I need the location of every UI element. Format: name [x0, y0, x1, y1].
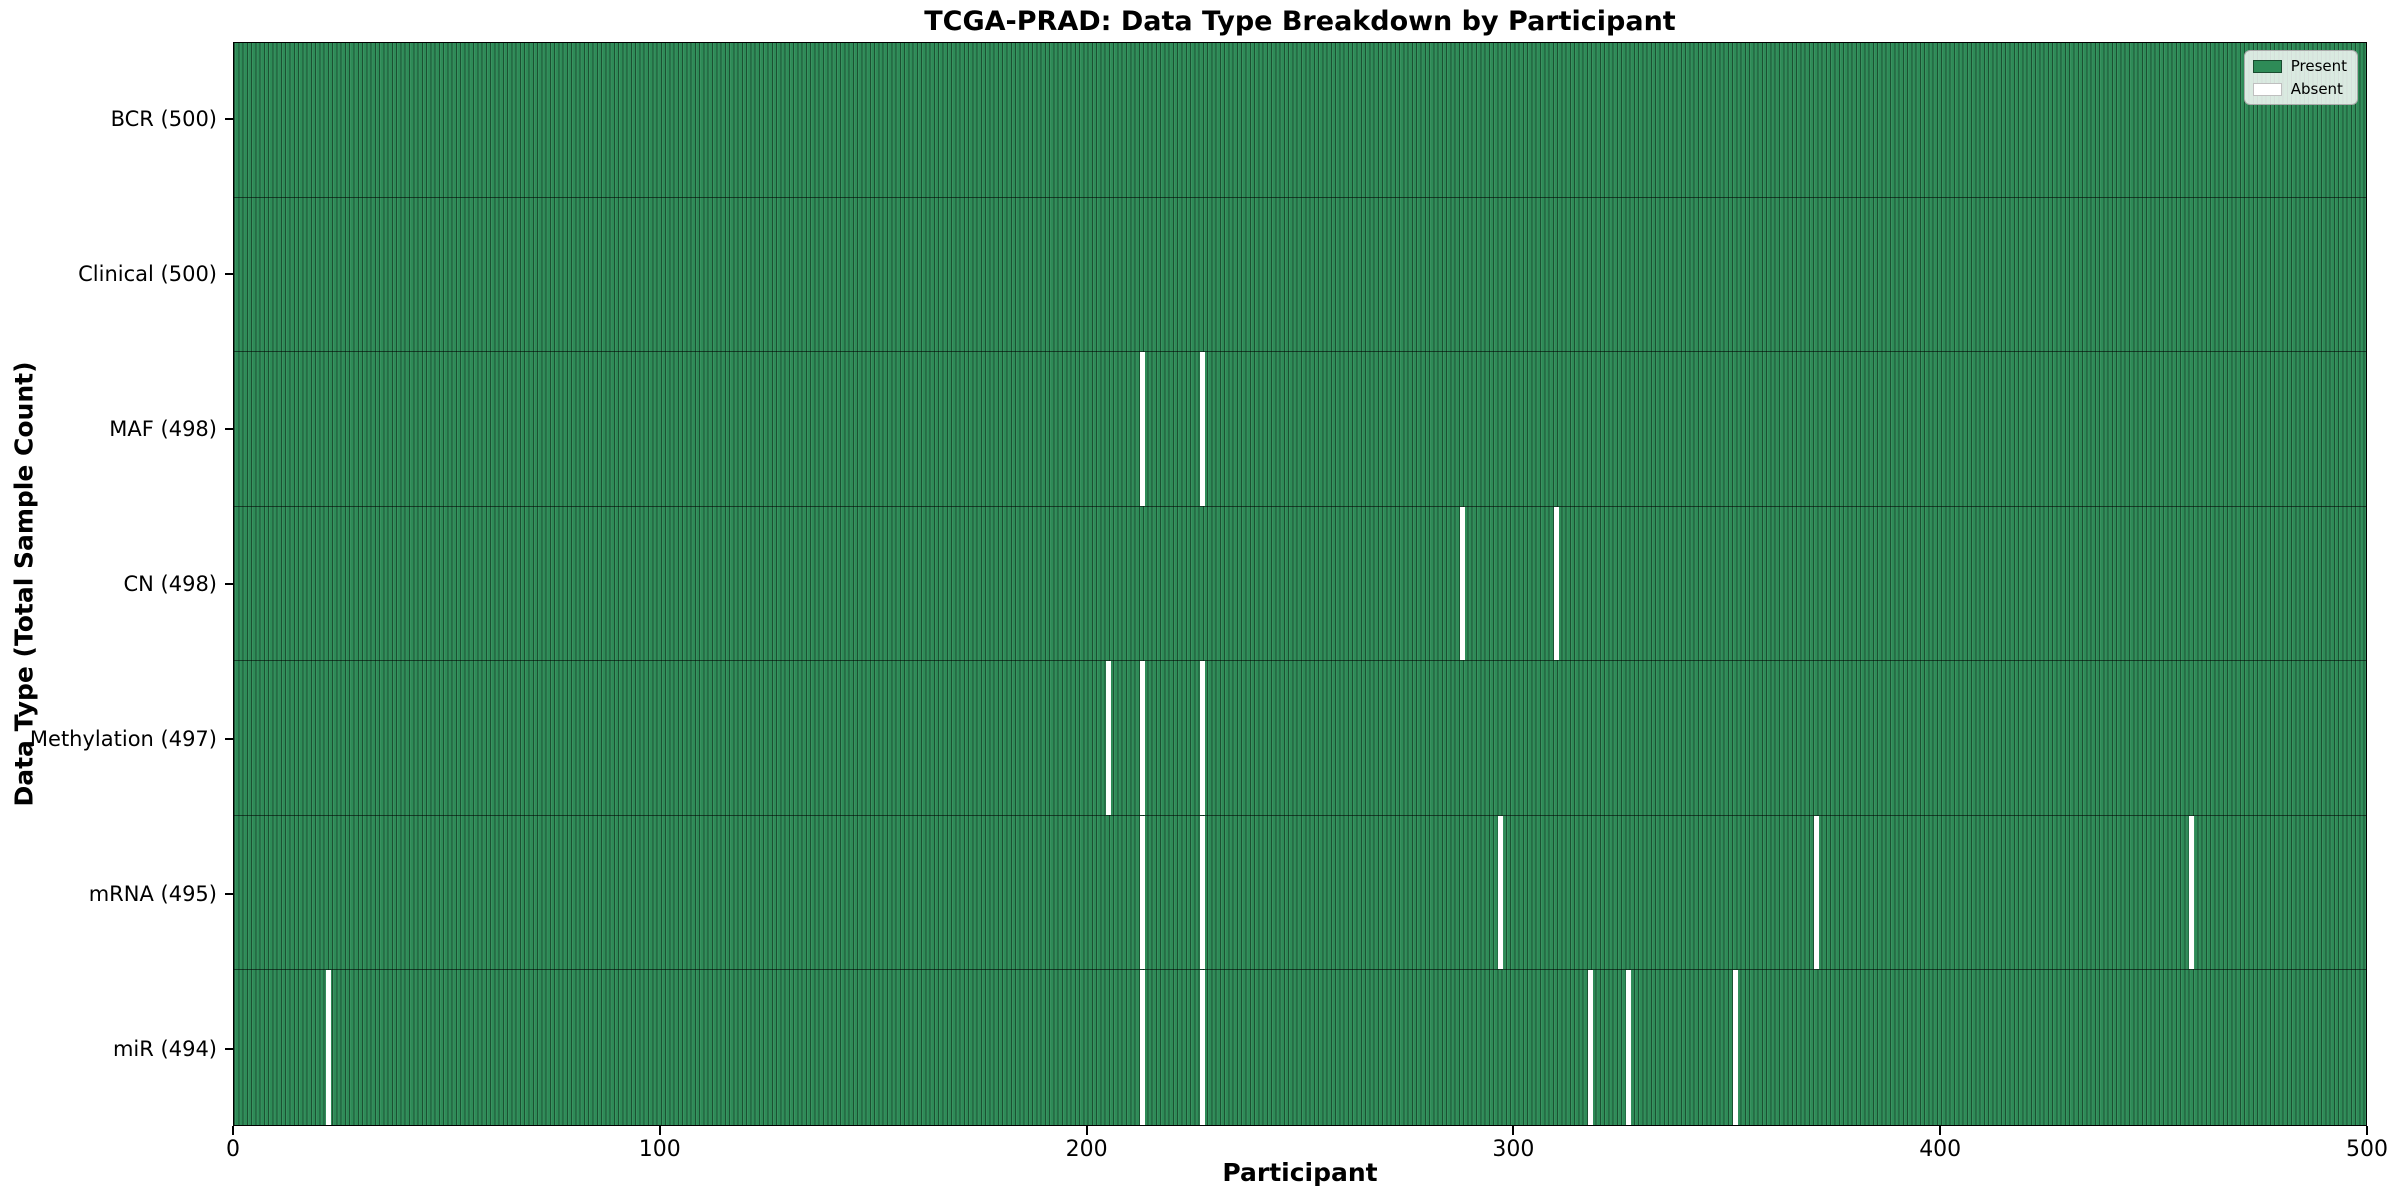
absent-marker — [1140, 661, 1146, 815]
absent-marker — [1199, 970, 1205, 1125]
y-tick-label-CN: CN (498) — [123, 572, 217, 596]
absent-marker — [2189, 815, 2195, 970]
absent-marker — [1553, 506, 1559, 661]
absent-marker — [1626, 970, 1632, 1125]
absent-marker — [1140, 352, 1146, 506]
absent-marker — [1813, 815, 1819, 970]
y-axis-ticks: BCR (500) Clinical (500) MAF (498) CN (498)… — [0, 42, 233, 1126]
present-swatch-icon — [2252, 59, 2282, 73]
y-tick-label-mRNA: mRNA (495) — [88, 881, 217, 906]
plot-area: Present Absent — [233, 42, 2367, 1126]
absent-marker — [1587, 970, 1593, 1125]
legend-label-present: Present — [2290, 57, 2347, 75]
absent-marker — [1199, 815, 1205, 970]
y-tick-label-Methylation: Methylation (497) — [29, 726, 217, 751]
absent-swatch-icon — [2252, 82, 2282, 96]
x-tick-label-500: 500 — [2346, 1137, 2388, 1162]
absent-marker — [325, 970, 331, 1125]
heatmap-row-miR — [234, 970, 2366, 1125]
y-tick-mark — [225, 428, 233, 431]
absent-marker — [1106, 661, 1112, 815]
x-axis-ticks: 0 100 200 300 400 500 — [226, 1126, 2388, 1166]
x-tick-mark — [1512, 1126, 1515, 1135]
heatmap-row-BCR — [234, 43, 2366, 198]
x-tick-label-100: 100 — [638, 1137, 681, 1162]
heatmap-row-MAF — [234, 352, 2366, 507]
absent-marker — [1498, 815, 1504, 970]
x-tick-mark — [1085, 1126, 1088, 1135]
y-tick-label-BCR: BCR (500) — [110, 107, 217, 132]
absent-marker — [1732, 970, 1738, 1125]
y-tick-mark — [225, 118, 233, 121]
heatmap-row-CN — [234, 506, 2366, 662]
x-axis-label: Participant — [1222, 1158, 1378, 1187]
y-tick-label-miR: miR (494) — [112, 1036, 217, 1061]
x-tick-label-300: 300 — [1492, 1137, 1535, 1162]
y-tick-mark — [225, 1047, 233, 1050]
x-tick-mark — [1939, 1126, 1942, 1135]
x-tick-mark — [2366, 1126, 2368, 1135]
y-tick-mark — [225, 737, 233, 740]
legend-label-absent: Absent — [2290, 80, 2343, 98]
x-tick-label-0: 0 — [226, 1137, 240, 1162]
legend-item-absent: Absent — [2252, 80, 2347, 98]
heatmap-row-mRNA — [234, 815, 2366, 971]
y-tick-label-Clinical: Clinical (500) — [78, 262, 217, 287]
y-tick-label-MAF: MAF (498) — [109, 417, 217, 442]
legend-item-present: Present — [2252, 57, 2347, 75]
x-tick-label-200: 200 — [1065, 1137, 1108, 1162]
heatmap-row-Clinical — [234, 198, 2366, 353]
chart-title: TCGA-PRAD: Data Type Breakdown by Partic… — [924, 6, 1676, 37]
x-tick-mark — [232, 1126, 234, 1135]
x-tick-mark — [658, 1126, 661, 1135]
y-tick-mark — [225, 892, 233, 895]
heatmap-row-Methylation — [234, 661, 2366, 816]
absent-marker — [1199, 661, 1205, 815]
x-tick-label-400: 400 — [1919, 1137, 1962, 1162]
y-tick-mark — [225, 583, 233, 585]
absent-marker — [1199, 352, 1205, 506]
absent-marker — [1140, 970, 1146, 1125]
absent-marker — [1460, 506, 1466, 661]
absent-marker — [1140, 815, 1146, 970]
legend: Present Absent — [2243, 50, 2358, 105]
y-tick-mark — [225, 273, 233, 276]
